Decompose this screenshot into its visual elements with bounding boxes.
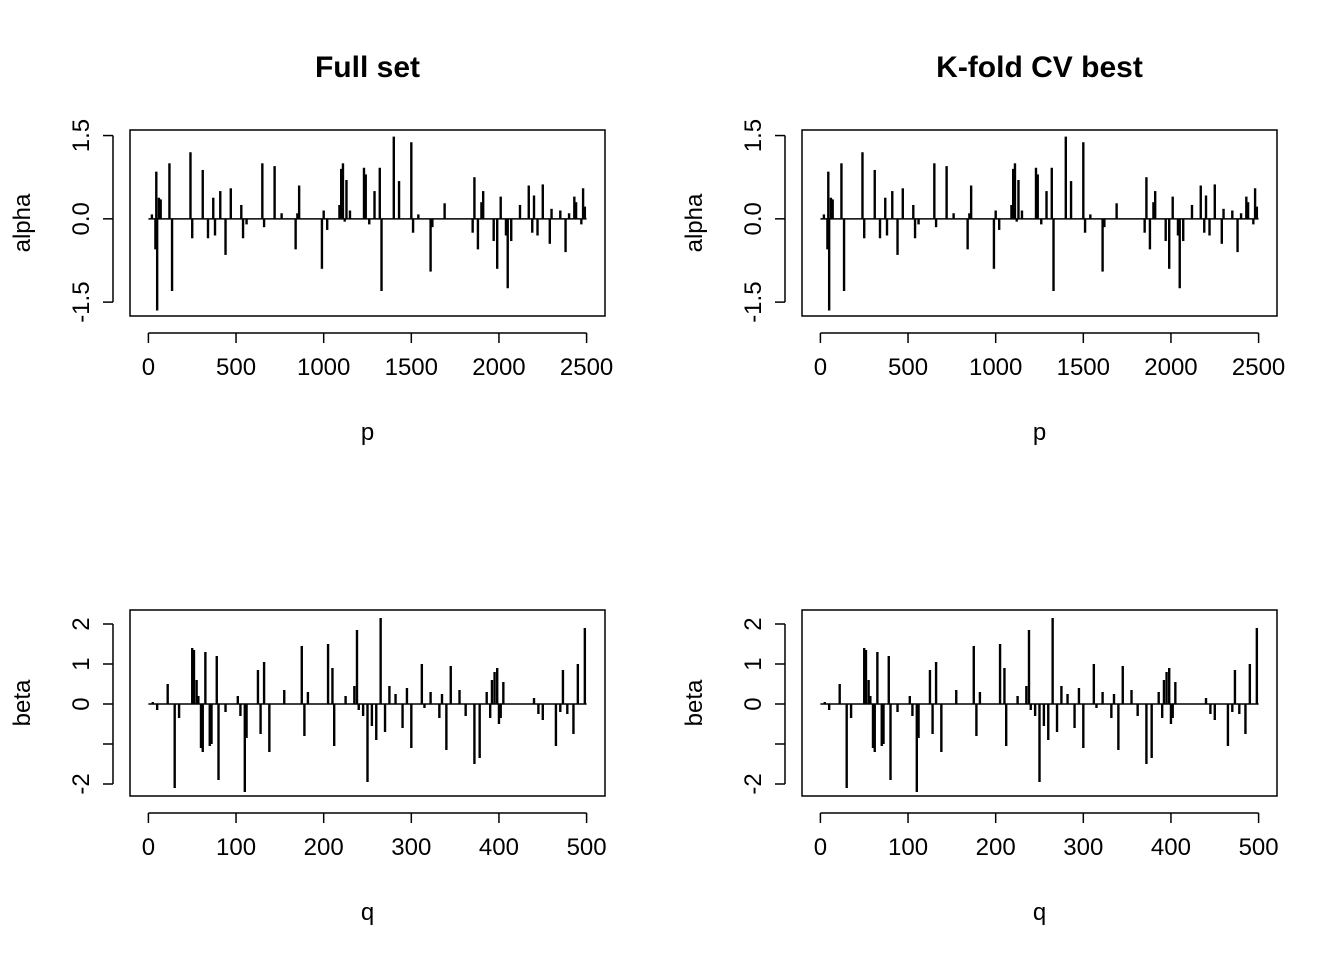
y-axis-label: beta — [681, 679, 708, 726]
y-tick-label: 0.0 — [740, 202, 767, 235]
x-tick-label: 0 — [142, 834, 155, 861]
y-tick-label: 1.5 — [68, 119, 95, 152]
x-tick-label: 200 — [304, 834, 344, 861]
y-tick-label: 1 — [740, 657, 767, 670]
x-tick-label: 2500 — [1232, 354, 1285, 381]
x-axis-label: q — [361, 899, 374, 926]
x-tick-label: 400 — [479, 834, 519, 861]
x-tick-label: 300 — [1063, 834, 1103, 861]
x-tick-label: 200 — [976, 834, 1016, 861]
y-tick-label: 1.5 — [740, 119, 767, 152]
x-tick-label: 400 — [1151, 834, 1191, 861]
x-tick-label: 500 — [888, 354, 928, 381]
y-tick-label: 0.0 — [68, 202, 95, 235]
y-tick-label: 0 — [740, 697, 767, 710]
y-tick-label: -2 — [68, 773, 95, 794]
y-axis-label: alpha — [681, 193, 708, 252]
y-tick-label: -1.5 — [68, 281, 95, 322]
panel-bottom-right: 0 100 200 300 400 500 q -2 0 1 2 beta — [681, 609, 1279, 926]
x-tick-label: 1000 — [297, 354, 350, 381]
plot-frame — [801, 609, 1278, 797]
y-tick-label: -1.5 — [740, 281, 767, 322]
x-tick-label: 500 — [567, 834, 607, 861]
x-axis-label: p — [361, 419, 374, 446]
panel-title: K-fold CV best — [936, 51, 1143, 84]
y-axis-label: beta — [9, 679, 36, 726]
x-tick-label: 2500 — [560, 354, 613, 381]
x-axis-label: p — [1033, 419, 1046, 446]
x-tick-label: 300 — [391, 834, 431, 861]
panel-top-left: Full set 0 500 1000 1500 2000 2500 p -1.5 0.0 1.5 a… — [9, 51, 613, 446]
x-tick-label: 500 — [1239, 834, 1279, 861]
x-tick-label: 1500 — [1057, 354, 1110, 381]
x-axis-label: q — [1033, 899, 1046, 926]
y-tick-label: 2 — [740, 617, 767, 630]
x-tick-label: 0 — [814, 354, 827, 381]
panel-bottom-left: 0 100 200 300 400 500 q -2 0 1 2 beta — [9, 609, 607, 926]
x-tick-label: 2000 — [472, 354, 525, 381]
y-tick-label: -2 — [740, 773, 767, 794]
y-axis-label: alpha — [9, 193, 36, 252]
x-tick-label: 2000 — [1144, 354, 1197, 381]
x-tick-label: 100 — [216, 834, 256, 861]
x-tick-label: 1000 — [969, 354, 1022, 381]
y-tick-label: 0 — [68, 697, 95, 710]
y-tick-label: 2 — [68, 617, 95, 630]
x-tick-label: 0 — [814, 834, 827, 861]
x-tick-label: 1500 — [385, 354, 438, 381]
panel-top-right: K-fold CV best 0 500 1000 1500 2000 2500 p -1.5 0… — [681, 51, 1285, 446]
x-tick-label: 500 — [216, 354, 256, 381]
plot-frame — [129, 609, 606, 797]
plot-frame — [129, 129, 606, 317]
panel-title: Full set — [315, 51, 420, 84]
plot-frame — [801, 129, 1278, 317]
x-tick-label: 0 — [142, 354, 155, 381]
x-tick-label: 100 — [888, 834, 928, 861]
y-tick-label: 1 — [68, 657, 95, 670]
